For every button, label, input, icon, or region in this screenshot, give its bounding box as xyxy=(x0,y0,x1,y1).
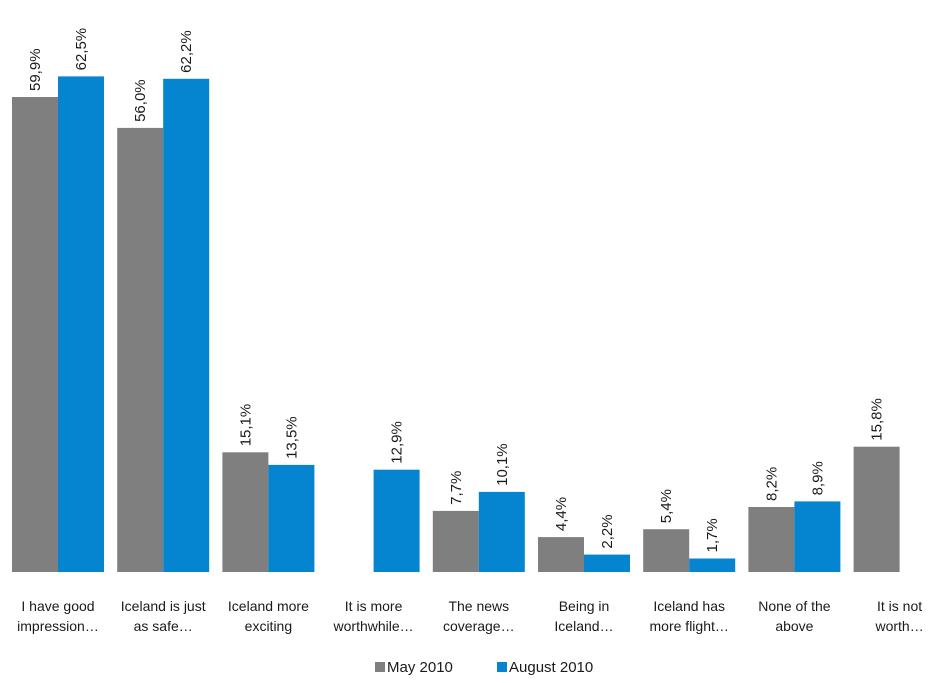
category-label-1: Iceland is just as safe… xyxy=(121,598,206,634)
bar-may-5 xyxy=(538,537,584,572)
value-label-august-1: 62,2% xyxy=(178,30,195,73)
value-labels-group: 59,9% 62,5% 56,0% 62,2% 15,1% 13,5% 12,9% 7,7% 1… xyxy=(27,28,886,553)
value-label-may-6: 5,4% xyxy=(658,489,675,523)
category-labels-group: I have good impression… Iceland is just as … xyxy=(17,598,924,634)
value-label-august-2: 13,5% xyxy=(283,416,300,459)
bar-august-0 xyxy=(58,76,104,573)
legend-label-may: May 2010 xyxy=(387,659,453,676)
value-label-may-0: 59,9% xyxy=(27,48,44,91)
bar-august-7 xyxy=(794,501,841,572)
value-label-may-4: 7,7% xyxy=(448,471,465,505)
bars-group xyxy=(12,76,900,573)
legend-label-august: August 2010 xyxy=(509,659,593,676)
bar-august-4 xyxy=(478,491,525,572)
bar-may-1 xyxy=(117,127,164,573)
bar-august-3 xyxy=(373,469,420,572)
legend-swatch-august xyxy=(497,662,507,672)
value-label-august-7: 8,9% xyxy=(809,461,826,495)
value-label-august-6: 1,7% xyxy=(704,518,721,552)
legend-swatch-may xyxy=(375,662,385,672)
value-label-may-1: 56,0% xyxy=(132,79,149,122)
category-label-6: Iceland has more flight… xyxy=(650,598,729,634)
category-label-3: It is more worthwhile… xyxy=(333,598,414,634)
bar-may-6 xyxy=(643,529,690,572)
bar-august-2 xyxy=(268,464,315,572)
bar-august-1 xyxy=(163,78,210,573)
value-label-may-5: 4,4% xyxy=(553,497,570,531)
category-label-8: It is not worth… xyxy=(874,598,923,634)
value-label-august-4: 10,1% xyxy=(494,443,511,486)
value-label-may-7: 8,2% xyxy=(763,467,780,501)
value-label-may-8: 15,8% xyxy=(869,398,886,441)
bar-may-0 xyxy=(12,97,58,572)
bar-august-6 xyxy=(689,558,736,572)
value-label-august-3: 12,9% xyxy=(389,421,406,464)
legend: May 2010 August 2010 xyxy=(375,659,593,676)
bar-august-5 xyxy=(584,554,630,572)
bar-may-7 xyxy=(748,507,795,572)
category-label-0: I have good impression… xyxy=(17,598,99,634)
bar-may-4 xyxy=(432,510,479,572)
value-label-may-2: 15,1% xyxy=(237,404,254,447)
category-label-2: Iceland more exciting xyxy=(228,598,309,634)
bar-may-8 xyxy=(853,446,900,572)
category-label-5: Being in Iceland… xyxy=(554,598,613,634)
bar-may-2 xyxy=(222,452,269,572)
value-label-august-0: 62,5% xyxy=(73,28,90,71)
category-label-7: None of the above xyxy=(758,598,831,634)
value-label-august-5: 2,2% xyxy=(599,514,616,548)
category-label-4: The news coverage… xyxy=(443,598,515,634)
